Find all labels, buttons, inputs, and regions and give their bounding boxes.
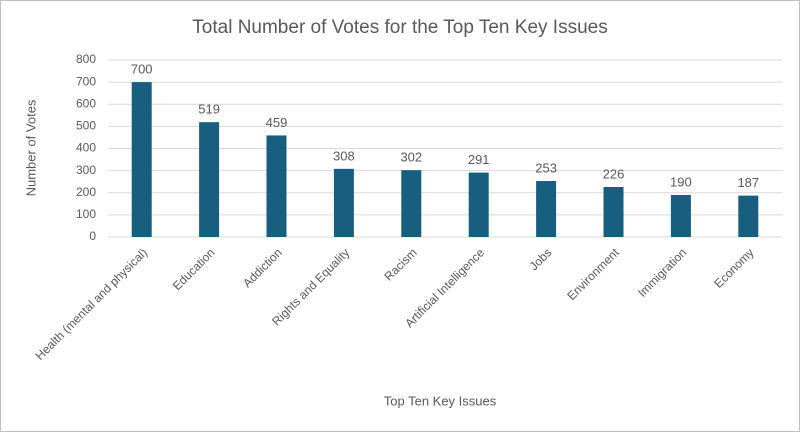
bar <box>468 172 489 237</box>
data-label: 302 <box>400 150 422 165</box>
data-label: 226 <box>603 166 625 181</box>
y-tick-label: 300 <box>76 163 96 177</box>
y-axis-title: Number of Votes <box>23 99 38 196</box>
bar <box>266 135 287 237</box>
y-tick-label: 500 <box>76 119 96 133</box>
data-label: 253 <box>535 160 557 175</box>
bar <box>131 82 152 237</box>
y-tick-label: 200 <box>76 185 96 199</box>
data-label: 459 <box>266 115 288 130</box>
bar <box>536 181 557 237</box>
data-label: 700 <box>131 62 153 77</box>
bar <box>670 194 691 237</box>
x-axis-title: Top Ten Key Issues <box>384 393 497 408</box>
chart-title: Total Number of Votes for the Top Ten Ke… <box>192 17 607 38</box>
bar <box>603 186 624 237</box>
data-label: 519 <box>198 102 220 117</box>
bar <box>199 122 220 237</box>
bar <box>333 168 354 237</box>
data-label: 190 <box>670 174 692 189</box>
data-label: 291 <box>468 152 490 167</box>
y-tick-label: 0 <box>89 229 96 243</box>
y-tick-label: 700 <box>76 74 96 88</box>
data-label: 187 <box>737 175 759 190</box>
data-label: 308 <box>333 148 355 163</box>
y-tick-label: 600 <box>76 96 96 110</box>
y-tick-label: 800 <box>76 52 96 66</box>
bar <box>738 195 759 237</box>
y-tick-label: 400 <box>76 141 96 155</box>
bar <box>401 170 422 237</box>
y-tick-label: 100 <box>76 207 96 221</box>
